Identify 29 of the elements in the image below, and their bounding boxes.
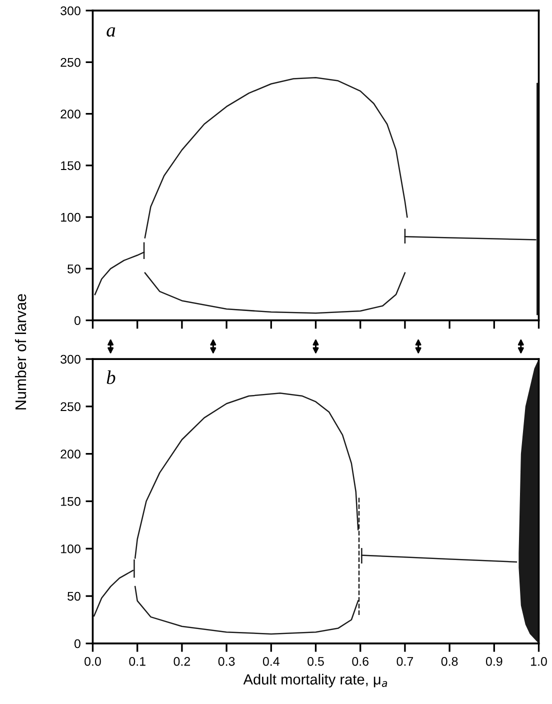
- x-tick-label: 0.0: [84, 656, 101, 666]
- y-tick-label: 0: [74, 639, 80, 648]
- y-tick-label: 300: [60, 6, 80, 16]
- y-tick-label: 100: [61, 544, 80, 554]
- x-tick-label: 0.5: [308, 656, 324, 666]
- x-tick-label: 0.9: [486, 656, 502, 666]
- y-tick-label: 0: [74, 316, 80, 325]
- y-tick-label: 200: [60, 110, 80, 118]
- y-tick-label: 150: [61, 497, 80, 506]
- annotation: b: [106, 370, 116, 384]
- y-tick-label: 50: [68, 264, 80, 274]
- y-tick-label: 50: [68, 592, 80, 601]
- x-tick-label: 0.3: [218, 656, 235, 666]
- x-tick-label: 0.1: [129, 656, 146, 666]
- x-tick-label: 0.2: [174, 656, 190, 666]
- x-axis-title: Adult mortality rate, μ$_{a}$: [243, 674, 388, 688]
- x-tick-label: 0.8: [441, 656, 458, 666]
- y-tick-label: 200: [60, 450, 80, 458]
- x-tick-label: 0.7: [396, 656, 414, 666]
- y-axis-title: Number of larvae: [14, 294, 26, 410]
- x-tick-label: 0.6: [352, 656, 368, 666]
- annotation: a: [106, 27, 116, 37]
- y-tick-label: 150: [61, 161, 80, 170]
- x-tick-label: 0.4: [262, 656, 280, 666]
- y-tick-label: 300: [60, 354, 80, 364]
- y-tick-label: 100: [61, 212, 80, 222]
- x-tick-label: 1.0: [531, 656, 547, 666]
- y-tick-label: 250: [60, 58, 80, 67]
- y-tick-label: 250: [60, 402, 80, 412]
